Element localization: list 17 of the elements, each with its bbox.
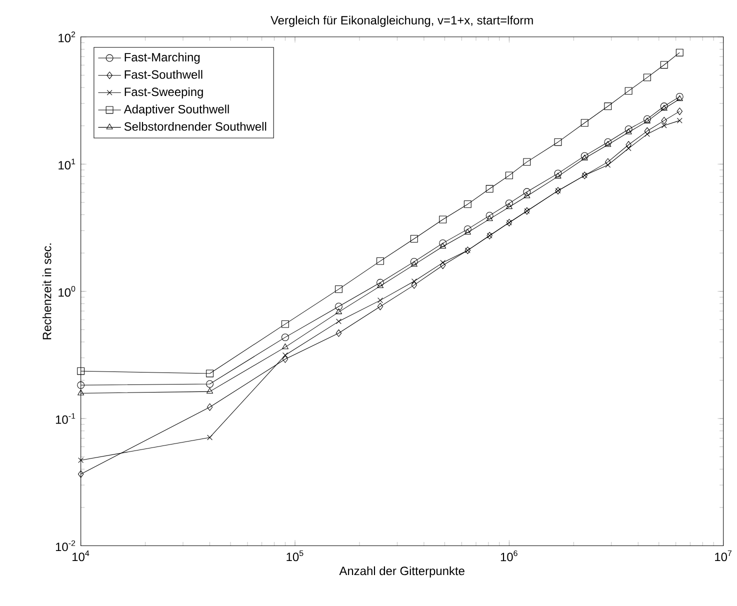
legend-label: Fast-Southwell xyxy=(124,70,202,79)
y-axis-title: Rechenzeit in sec. xyxy=(42,244,52,340)
chart-title: Vergleich für Eikonalgleichung, v=1+x, start=lform xyxy=(270,16,533,28)
x-axis-title: Anzahl der Gitterpunkte xyxy=(339,566,464,578)
legend-label: Fast-Marching xyxy=(124,52,200,64)
x-tick-label: 10$^{6}$ xyxy=(500,550,518,562)
x-tick-label: 10$^{7}$ xyxy=(715,550,732,562)
x-tick-label: 10$^{4}$ xyxy=(72,550,90,562)
y-tick-label: 10$^{0}$ xyxy=(58,286,76,297)
y-tick-label: 10$^{-2}$ xyxy=(56,540,76,552)
legend-label: Fast-Sweeping xyxy=(124,88,203,99)
y-tick-label: 10$^{-1}$ xyxy=(56,413,76,424)
legend-label: Selbstordnender Southwell xyxy=(124,122,266,131)
y-tick-label: 10$^{1}$ xyxy=(58,158,76,170)
x-tick-label: 10$^{5}$ xyxy=(286,550,304,562)
y-tick-label: 10$^{2}$ xyxy=(58,32,76,42)
legend-label: Adaptiver Southwell xyxy=(124,104,229,116)
